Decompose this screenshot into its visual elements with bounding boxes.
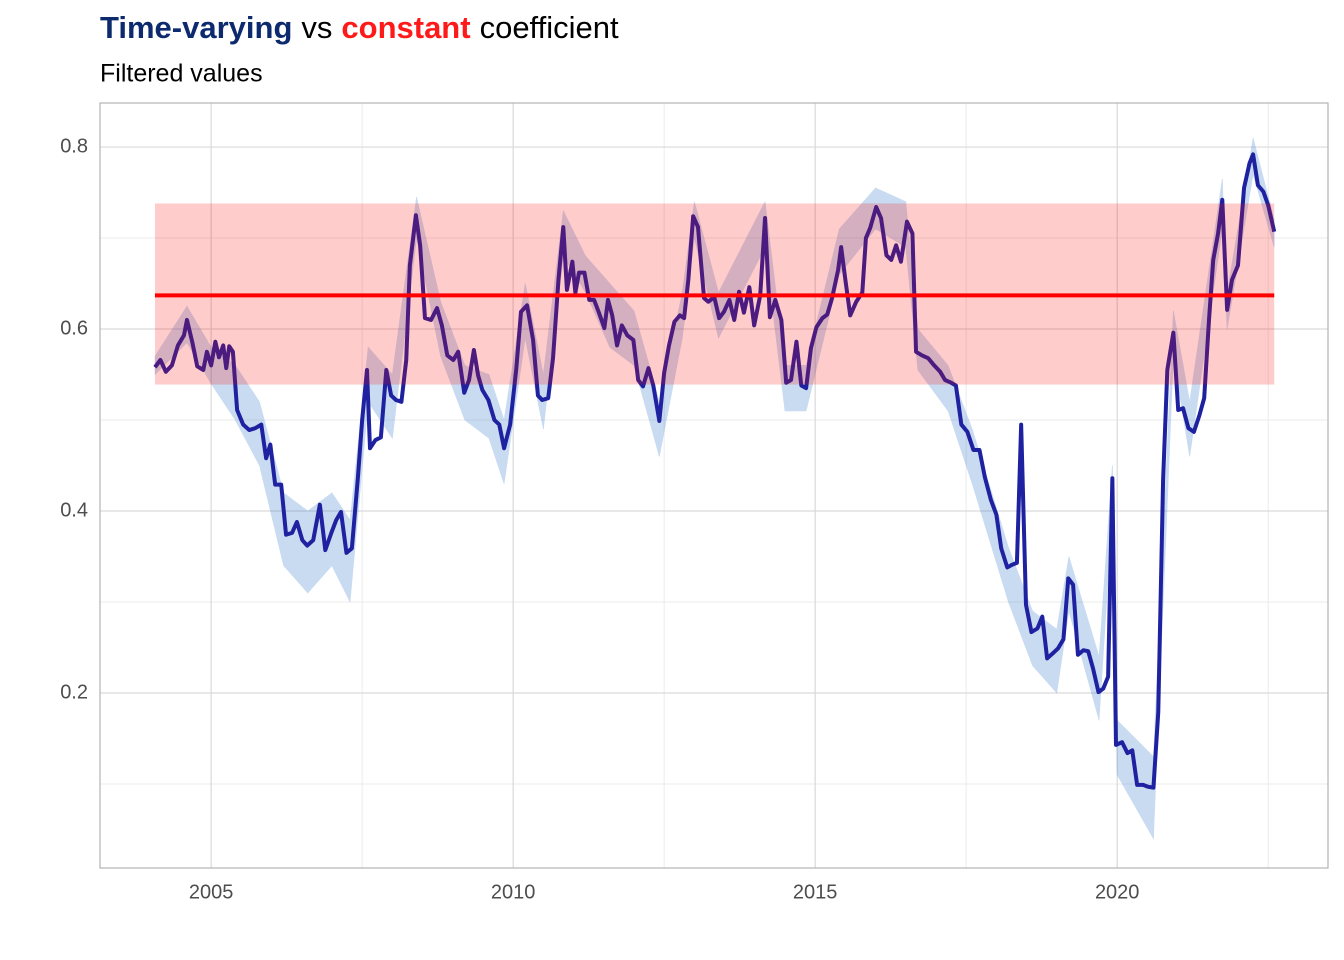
title-part: Time-varying (100, 10, 292, 45)
x-tick-label: 2015 (793, 881, 838, 903)
title-part: coefficient (480, 10, 619, 45)
y-tick-label: 0.4 (60, 499, 88, 521)
band-segment (307, 492, 333, 594)
band-segment (1068, 556, 1100, 721)
band-segment (917, 328, 949, 412)
x-tick-label: 2010 (491, 881, 536, 903)
band-segment (464, 364, 490, 439)
panel-border (99, 102, 1329, 869)
title-part: vs (301, 10, 332, 45)
y-tick-label: 0.6 (60, 317, 88, 339)
x-tick-label: 2005 (189, 881, 234, 903)
band-segment (488, 374, 505, 484)
title-part: constant (341, 10, 470, 45)
x-tick-label: 2020 (1095, 881, 1140, 903)
line (153, 152, 1277, 790)
chart-title: Time-varying vs constant coefficient (100, 10, 619, 45)
chart-subtitle: Filtered values (100, 60, 263, 88)
y-tick-label: 0.2 (60, 681, 88, 703)
y-tick-label: 0.8 (60, 135, 88, 157)
band-segment (971, 429, 1009, 603)
band-segment (283, 492, 309, 594)
band-segment (154, 305, 188, 376)
